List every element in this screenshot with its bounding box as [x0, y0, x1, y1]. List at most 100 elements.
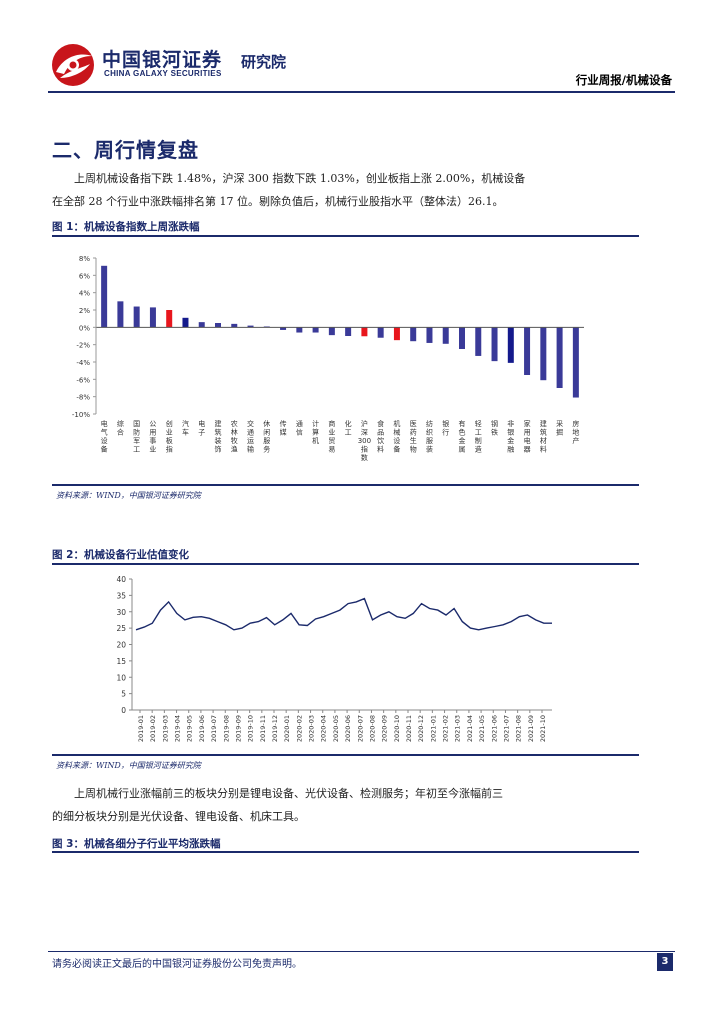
figure2-top-rule — [52, 563, 639, 565]
x-tick-label: 2019-05 — [186, 715, 194, 742]
x-category-label: 轻工制造 — [475, 419, 482, 454]
figure2-title: 图 2：机械设备行业估值变化 — [52, 549, 189, 561]
bar — [361, 327, 368, 337]
page-number: 3 — [657, 953, 673, 971]
x-category-label: 机械设备 — [393, 419, 400, 454]
figure1-title: 图 1：机械设备指数上周涨跌幅 — [52, 221, 200, 233]
x-category-label: 农林牧渔 — [231, 419, 238, 454]
x-tick-label: 2019-03 — [161, 715, 169, 742]
x-category-label: 银行 — [442, 419, 449, 437]
x-category-label: 非银金融 — [507, 419, 514, 454]
x-tick-label: 2019-07 — [210, 715, 218, 742]
x-category-label: 食品饮料 — [377, 419, 384, 454]
x-tick-label: 2020-05 — [332, 715, 340, 742]
bar — [345, 327, 352, 336]
x-category-label: 汽车 — [182, 419, 189, 437]
footer-divider — [48, 951, 675, 952]
para2-line1: 上周机械行业涨幅前三的板块分别是锂电设备、光伏设备、检测服务；年初至今涨幅前三 — [74, 787, 503, 800]
x-tick-label: 2020-07 — [356, 715, 364, 742]
institute-label: 研究院 — [241, 53, 287, 71]
bar — [149, 307, 156, 328]
x-tick-label: 2021-10 — [539, 715, 547, 742]
x-category-label: 建筑装饰 — [215, 419, 222, 454]
x-category-label: 传媒 — [280, 419, 287, 437]
x-tick-label: 2021-01 — [429, 715, 437, 742]
figure1-source: 资料来源：WIND，中国银河证券研究院 — [56, 491, 201, 500]
bar — [312, 327, 319, 333]
y-tick-label: 6% — [79, 272, 90, 280]
x-tick-label: 2019-02 — [149, 715, 157, 742]
x-tick-label: 2020-04 — [320, 715, 328, 742]
company-name-en: CHINA GALAXY SECURITIES — [104, 69, 222, 78]
y-tick-label: 10 — [116, 673, 126, 682]
x-tick-label: 2021-04 — [466, 715, 474, 742]
bar — [280, 327, 287, 330]
figure2-source: 资料来源：WIND，中国银河证券研究院 — [56, 761, 201, 770]
x-category-label: 休闲服务 — [263, 419, 270, 454]
bar — [198, 322, 205, 328]
bar — [572, 327, 579, 398]
bar — [475, 327, 482, 356]
x-tick-label: 2020-01 — [283, 715, 291, 742]
bar — [556, 327, 563, 388]
x-tick-label: 2020-06 — [344, 715, 352, 742]
y-tick-label: 25 — [116, 624, 126, 633]
company-name-cn: 中国银河证券 — [102, 49, 223, 71]
x-category-label: 电子 — [198, 419, 205, 437]
bar — [328, 327, 335, 336]
x-category-label: 国防军工 — [133, 420, 140, 454]
x-tick-label: 2020-08 — [368, 715, 376, 742]
x-category-label: 化工 — [345, 419, 352, 437]
bar — [231, 323, 238, 328]
figure2-line-chart: 40 35 30 25 20 15 10 5 0 2019-01 2019-02 2019-03 20… — [116, 575, 552, 742]
x-category-label: 采掘 — [556, 419, 563, 437]
y-tick-label: 15 — [116, 657, 126, 666]
section-title: 二、周行情复盘 — [52, 138, 199, 162]
x-category-label: 纺织服装 — [426, 419, 433, 454]
figure3-title: 图 3：机械各细分子行业平均涨跌幅 — [52, 838, 221, 850]
x-tick-label: 2019-06 — [198, 715, 206, 742]
para2-line2: 的细分板块分别是光伏设备、锂电设备、机床工具。 — [52, 810, 305, 823]
bar — [507, 327, 514, 363]
x-tick-label: 2020-10 — [393, 715, 401, 742]
x-tick-label: 2021-03 — [454, 715, 462, 742]
footer-disclaimer: 请务必阅读正文最后的中国银河证券股份公司免责声明。 — [52, 959, 302, 970]
valuation-series-line — [135, 597, 552, 631]
y-tick-label: -2% — [76, 342, 90, 350]
y-tick-label: -10% — [72, 411, 90, 419]
x-tick-label: 2020-09 — [381, 715, 389, 742]
x-tick-label: 2021-02 — [442, 715, 450, 742]
bar — [377, 327, 384, 338]
x-category-label: 通信 — [296, 419, 303, 437]
y-tick-label: -4% — [76, 359, 90, 367]
y-tick-label: -6% — [76, 376, 90, 384]
figure1-top-rule — [52, 235, 639, 237]
x-category-label: 家用电器 — [524, 419, 531, 454]
y-tick-label: 20 — [116, 641, 126, 650]
x-category-label: 交通运输 — [247, 419, 254, 454]
x-category-label: 综合 — [117, 419, 124, 437]
x-tick-label: 2019-12 — [271, 715, 279, 742]
bar — [247, 325, 254, 328]
bar — [524, 327, 531, 375]
figure1-bar-chart: 8% 6% 4% 2% 0% -2% -4% -6% -8% -10% 电气设备 综合 国防军工 公用事… — [72, 255, 584, 462]
figure2-bottom-rule — [52, 754, 639, 756]
bar — [491, 327, 498, 362]
bar — [296, 327, 303, 333]
bar — [182, 317, 189, 328]
x-tick-label: 2021-07 — [502, 715, 510, 742]
x-category-label: 建筑材料 — [540, 419, 547, 454]
y-tick-label: -8% — [76, 394, 90, 402]
x-category-label: 有色金属 — [459, 419, 466, 454]
bar — [101, 265, 108, 328]
figure3-top-rule — [52, 851, 639, 853]
y-tick-label: 40 — [116, 575, 126, 584]
x-tick-label: 2019-04 — [174, 715, 182, 742]
bar — [117, 301, 124, 328]
bar — [133, 306, 140, 328]
x-category-label: 医药生物 — [410, 420, 417, 454]
x-tick-label: 2021-08 — [515, 715, 523, 742]
x-tick-label: 2020-11 — [405, 715, 413, 742]
x-tick-label: 2021-06 — [490, 715, 498, 742]
x-tick-label: 2020-12 — [417, 715, 425, 742]
